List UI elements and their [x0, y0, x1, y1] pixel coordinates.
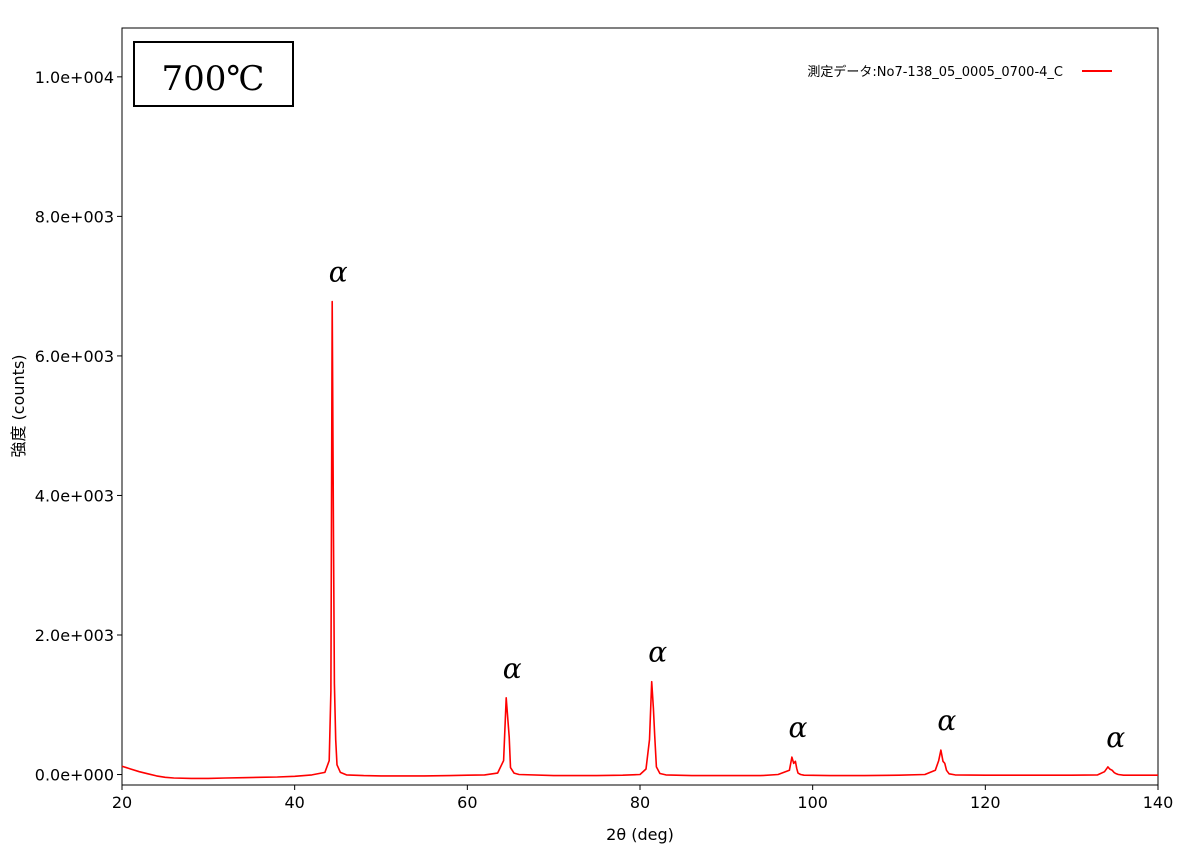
x-tick-label: 120 — [970, 793, 1001, 812]
legend-series-label: 測定データ:No7-138_05_0005_0700-4_C — [807, 64, 1063, 80]
peak-label-alpha: α — [648, 636, 667, 669]
x-axis: 20 40 60 80 100 120 140 — [112, 785, 1173, 812]
peak-label-alpha: α — [937, 704, 956, 737]
series-group — [121, 300, 1158, 780]
y-axis: 0.0e+000 2.0e+003 4.0e+003 6.0e+003 8.0e+003… — [35, 68, 122, 785]
peak-label-alpha: α — [503, 652, 522, 685]
x-tick-label: 60 — [457, 793, 477, 812]
peak-label-alpha: α — [1106, 721, 1125, 754]
y-tick-label: 4.0e+003 — [35, 486, 114, 505]
y-tick-label: 6.0e+003 — [35, 347, 114, 366]
plot-area — [121, 27, 1159, 786]
peak-labels: α α α α α α — [329, 255, 1125, 753]
peak-label-alpha: α — [788, 711, 807, 744]
x-tick-label: 140 — [1143, 793, 1174, 812]
series-line — [121, 300, 1158, 780]
peak-label-alpha: α — [329, 255, 348, 288]
y-tick-label: 2.0e+003 — [35, 626, 114, 645]
x-axis-title: 2θ (deg) — [606, 825, 674, 844]
legend: 測定データ:No7-138_05_0005_0700-4_C — [807, 64, 1112, 80]
temperature-box: 700℃ — [133, 41, 294, 107]
x-tick-label: 100 — [797, 793, 828, 812]
y-tick-label: 8.0e+003 — [35, 207, 114, 226]
y-tick-label: 0.0e+000 — [35, 766, 114, 785]
temperature-label: 700℃ — [162, 59, 265, 99]
x-tick-label: 80 — [630, 793, 650, 812]
y-axis-title: 強度 (counts) — [9, 354, 28, 457]
y-tick-label: 1.0e+004 — [35, 68, 114, 87]
x-tick-label: 40 — [284, 793, 304, 812]
x-tick-label: 20 — [112, 793, 132, 812]
